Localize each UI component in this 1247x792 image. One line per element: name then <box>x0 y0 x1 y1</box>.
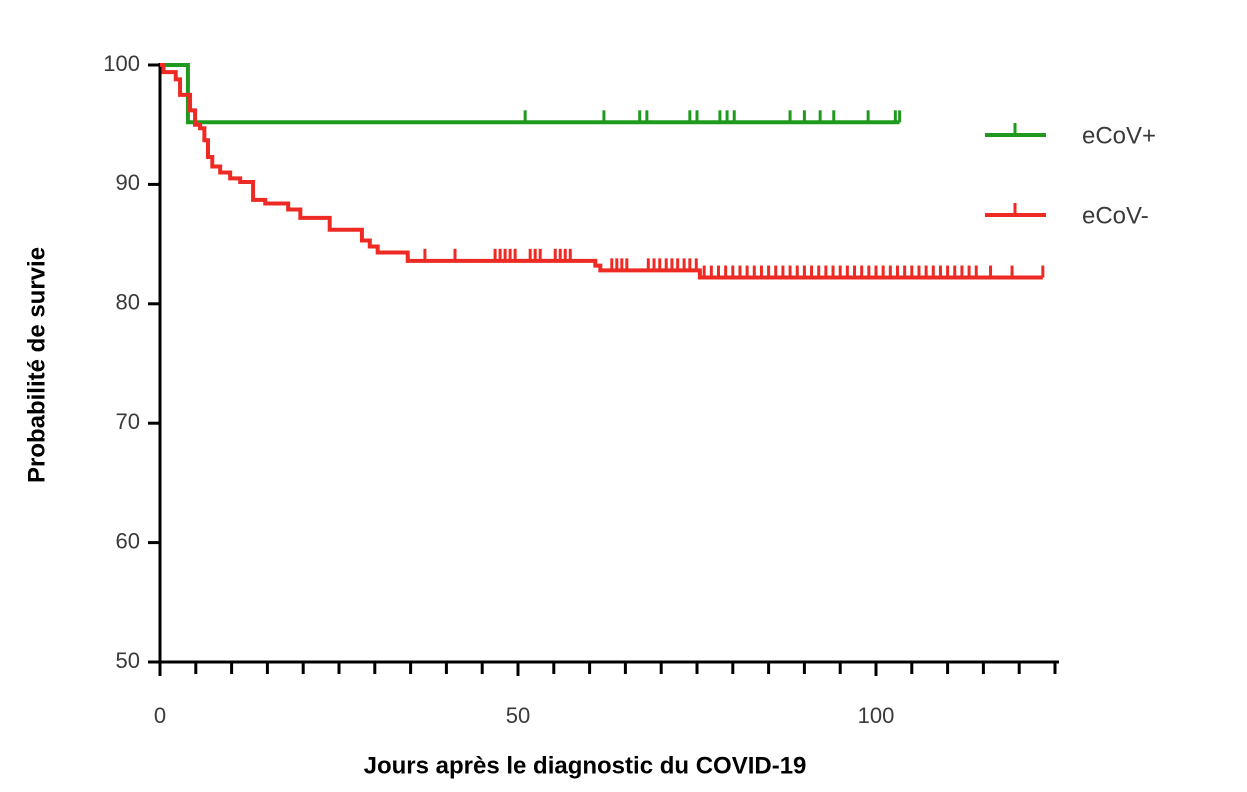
y-tick-label: 70 <box>116 409 140 434</box>
x-axis-title: Jours après le diagnostic du COVID-19 <box>364 752 807 779</box>
legend-label: eCoV+ <box>1082 122 1156 149</box>
legend-label: eCoV- <box>1082 202 1149 229</box>
y-axis-title: Probabilité de survie <box>23 247 50 483</box>
y-tick-label: 60 <box>116 528 140 553</box>
y-tick-label: 80 <box>116 290 140 315</box>
x-tick-label: 100 <box>858 703 895 728</box>
x-tick-label: 50 <box>506 703 530 728</box>
y-tick-label: 100 <box>103 51 140 76</box>
y-tick-label: 50 <box>116 648 140 673</box>
y-tick-label: 90 <box>116 170 140 195</box>
survival-curve <box>160 63 1043 280</box>
x-tick-label: 0 <box>154 703 166 728</box>
